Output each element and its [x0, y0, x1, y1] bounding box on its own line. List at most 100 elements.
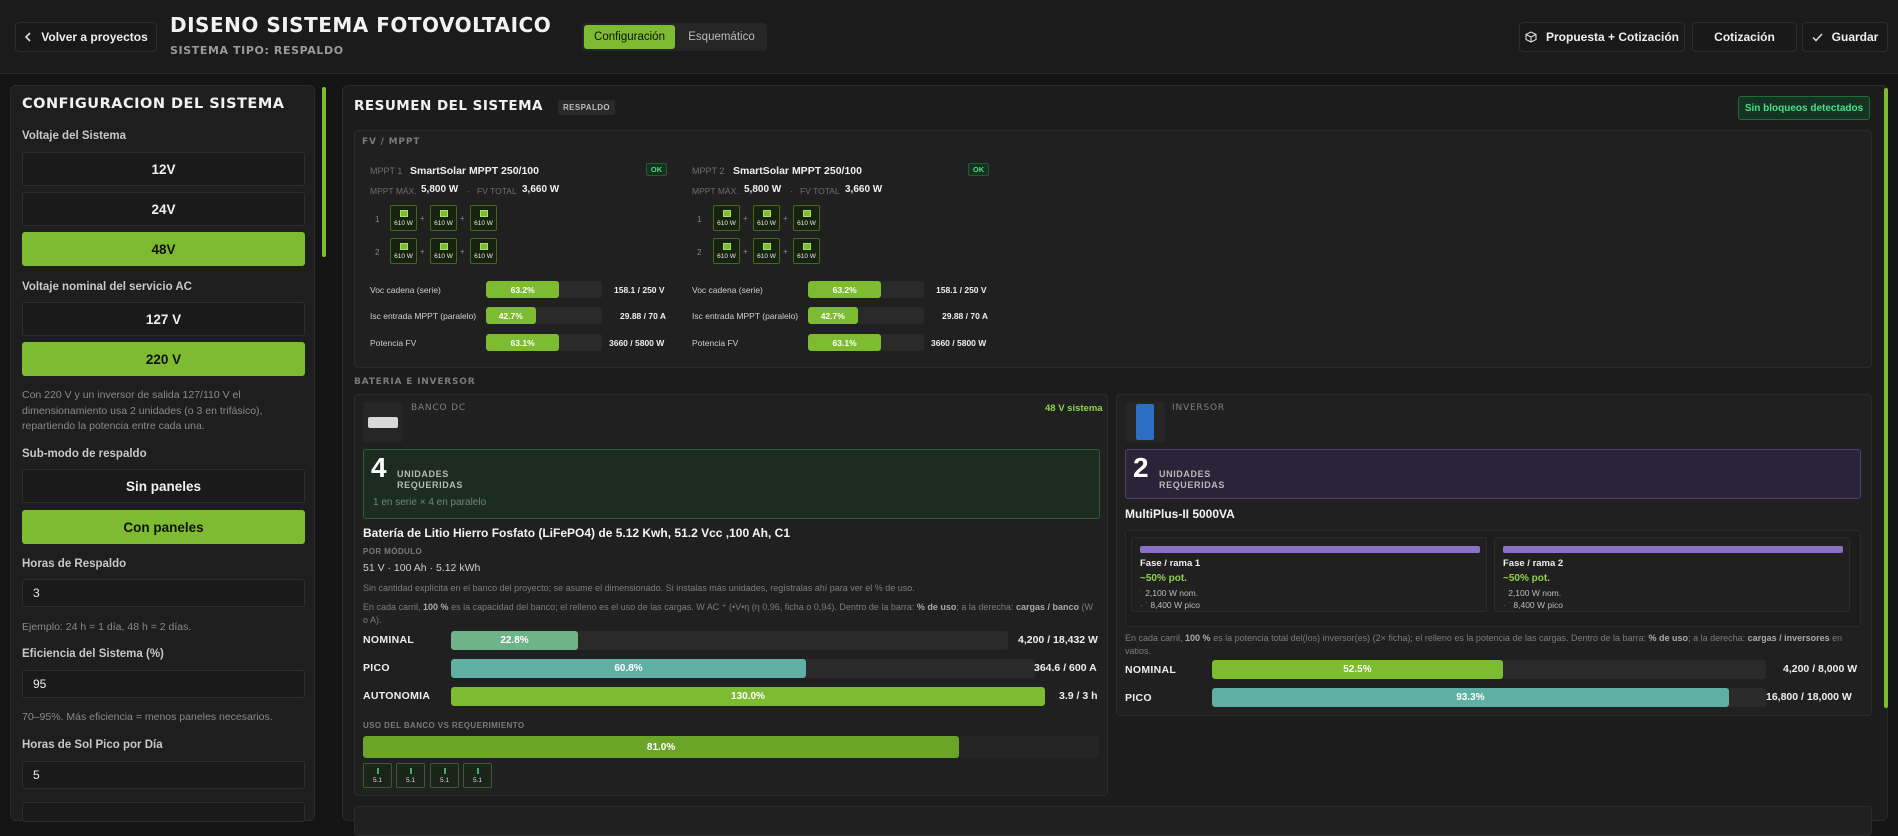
back-button[interactable]: Volver a proyectos: [15, 22, 157, 52]
mppt1-metric-value: 158.1 / 250 V: [614, 285, 665, 295]
panel-module: 610 W: [470, 205, 497, 231]
mppt1-total-value: 3,660 W: [522, 184, 560, 195]
submodo-sin-paneles[interactable]: Sin paneles: [22, 469, 305, 503]
fase-bar: [1503, 546, 1843, 553]
inversor-pico-bar: 93.3%: [1212, 688, 1766, 707]
module-kwh: 5.1: [372, 777, 383, 784]
mppt2-metric-value: 29.88 / 70 A: [942, 311, 988, 321]
fase-nom: ˙ 2,100 W nom.: [1503, 588, 1561, 598]
panel-power: 610 W: [757, 220, 776, 227]
inversor-units: 2: [1133, 452, 1149, 483]
next-input[interactable]: [22, 802, 305, 822]
note-text: en vatios.: [1125, 633, 1843, 656]
mppt1-metric-label: Voc cadena (serie): [370, 285, 441, 295]
note-text: ; a la derecha:: [956, 602, 1016, 612]
mppt1-metric-value: 3660 / 5800 W: [609, 338, 665, 348]
plus-sign: +: [420, 214, 425, 223]
eficiencia-input[interactable]: 95: [22, 670, 305, 698]
eficiencia-label: Eficiencia del Sistema (%): [22, 648, 164, 660]
voltaje-option-12v[interactable]: 12V: [22, 152, 305, 186]
note-text: En cada carril,: [363, 602, 424, 612]
guardar-button[interactable]: Guardar: [1802, 22, 1888, 52]
mppt2-metric-label: Voc cadena (serie): [692, 285, 763, 295]
banco-config: 1 en serie × 4 en paralelo: [373, 497, 487, 508]
panel-module: 610 W: [390, 205, 417, 231]
bar-fill: [808, 281, 882, 298]
propuesta-button[interactable]: Propuesta + Cotización: [1519, 22, 1685, 52]
resumen-tag: RESPALDO: [558, 100, 616, 115]
note-text: es la capacidad del banco; el relleno es…: [448, 602, 917, 612]
voltaje-option-24v[interactable]: 24V: [22, 192, 305, 226]
bar-percent: 93.3%: [1456, 692, 1485, 703]
config-scrollbar[interactable]: [322, 87, 326, 257]
mppt1-metric-value: 29.88 / 70 A: [620, 311, 666, 321]
battery-module: 5.1: [396, 763, 425, 788]
fase-card-1: Fase / rama 1 ~50% pot. ˙ 2,100 W nom. ·…: [1131, 537, 1487, 612]
fv-section-title: FV / MPPT: [362, 137, 421, 147]
mppt1-name: SmartSolar MPPT 250/100: [410, 165, 539, 177]
panel-module: 610 W: [430, 238, 457, 264]
panel-icon: [440, 210, 448, 217]
ac-option-220v[interactable]: 220 V: [22, 342, 305, 376]
bar-fill: [1212, 660, 1503, 679]
cell-icon: [444, 768, 446, 774]
banco-voltage-tag: 48 V sistema: [1045, 403, 1103, 414]
panel-power: 610 W: [797, 220, 816, 227]
cotizacion-button[interactable]: Cotización: [1692, 22, 1797, 52]
sol-label: Horas de Sol Pico por Día: [22, 739, 163, 751]
panel-power: 610 W: [434, 220, 453, 227]
fase-pico: · ˙ 8,400 W pico: [1140, 600, 1200, 610]
bar-percent: 52.5%: [1343, 664, 1372, 675]
resumen-scrollbar[interactable]: [1884, 88, 1888, 708]
battery-module: 5.1: [463, 763, 492, 788]
panel-power: 610 W: [717, 253, 736, 260]
banco-metric-value: 3.9 / 3 h: [1059, 690, 1098, 702]
plus-sign: +: [460, 214, 465, 223]
banco-units-box: [363, 449, 1100, 519]
banco-metric-label: PICO: [363, 662, 390, 674]
voltaje-option-48v[interactable]: 48V: [22, 232, 305, 266]
inversor-label: INVERSOR: [1172, 403, 1225, 413]
bar-percent: 22.8%: [500, 635, 529, 646]
banco-units-label-1: UNIDADES: [397, 469, 449, 479]
panel-module: 610 W: [793, 205, 820, 231]
note-strong: cargas / inversores: [1747, 633, 1830, 643]
mppt1-total-label: FV TOTAL: [477, 186, 517, 196]
panel-module: 610 W: [753, 238, 780, 264]
mppt1-metric-label: Isc entrada MPPT (paralelo): [370, 311, 477, 321]
panel-power: 610 W: [717, 220, 736, 227]
separator-dot: ·: [790, 186, 793, 196]
note-text: En cada carril,: [1125, 633, 1186, 643]
ac-option-127v[interactable]: 127 V: [22, 302, 305, 336]
bar-percent: 81.0%: [646, 741, 676, 753]
fase-pico: · ˙ 8,400 W pico: [1503, 600, 1563, 610]
sol-input[interactable]: 5: [22, 761, 305, 789]
submodo-con-paneles[interactable]: Con paneles: [22, 510, 305, 544]
bar-percent: 130.0%: [731, 691, 765, 702]
bar-fill: [1212, 688, 1729, 707]
tab-esquematico[interactable]: Esquemático: [688, 31, 755, 43]
resumen-title: RESUMEN DEL SISTEMA: [354, 98, 543, 114]
mppt2-potencia-bar: 63.1%: [808, 334, 924, 351]
banco-pico-bar: 60.8%: [451, 659, 1035, 678]
battery-module: 5.1: [430, 763, 459, 788]
panel-module: 610 W: [793, 238, 820, 264]
panel-module: 610 W: [470, 238, 497, 264]
horas-input[interactable]: 3: [22, 579, 305, 607]
bar-fill: [808, 307, 858, 324]
plus-sign: +: [743, 214, 748, 223]
tab-configuracion[interactable]: Configuración: [584, 25, 675, 49]
mppt2-voc-bar: 63.2%: [808, 281, 924, 298]
module-kwh: 5.1: [472, 777, 483, 784]
fase-pico-value: 8,400 W pico: [1150, 600, 1201, 610]
inversor-metric-value: 16,800 / 18,000 W: [1766, 691, 1852, 703]
config-title: CONFIGURACION DEL SISTEMA: [22, 96, 285, 112]
note-strong: % de uso: [1648, 633, 1689, 643]
fase-pot: ~50% pot.: [1140, 573, 1187, 584]
plus-sign: +: [460, 247, 465, 256]
mppt2-string-2-index: 2: [697, 248, 702, 257]
ac-hint: Con 220 V y un inversor de salida 127/11…: [22, 389, 263, 432]
plus-sign: +: [420, 247, 425, 256]
bar-fill: [486, 334, 560, 351]
inversor-metric-label: PICO: [1125, 692, 1152, 704]
